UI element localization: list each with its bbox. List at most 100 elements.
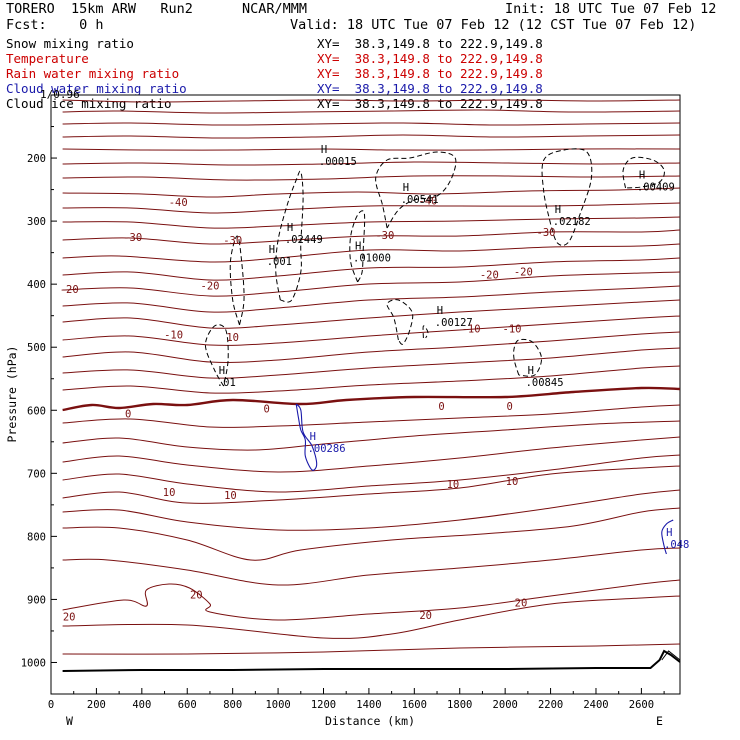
temperature-contours [62,99,681,655]
temperature-contour-line [62,643,681,655]
terrain [62,649,681,672]
temperature-contour-line [62,134,681,139]
temperature-contour-line [62,229,681,245]
snow-contour-line [541,148,593,246]
temperature-label: 10 [506,476,519,488]
temperature-label: 20 [419,610,432,622]
forecast-hour: Fcst: 0 h [6,17,104,33]
temperature-contour-line [62,489,681,531]
temperature-label: -20 [514,267,533,279]
x-tick-label: 2000 [493,699,518,711]
x-tick-label: 800 [223,699,242,711]
maximum-marker-h: H [528,365,534,377]
x-tick-label: 1600 [402,699,427,711]
temperature-label: -30 [537,227,556,239]
x-tick-label: 1800 [447,699,472,711]
temperature-label: 20 [515,598,528,610]
scale-corner-label: 1/0.96 [40,88,80,101]
maximum-marker-h: H [555,204,561,216]
temperature-contour-line [62,285,681,313]
maximum-marker-h: H [321,144,327,156]
maximum-marker-h: H [269,244,275,256]
snow-contour-line [622,156,665,189]
temperature-label: 20 [190,589,203,601]
temperature-contour-line [62,547,681,586]
y-tick-label: 900 [27,594,46,606]
maximum-marker-h: H [219,365,225,377]
temperature-contour-line [62,243,681,263]
y-axis-title: Pressure (hPa) [5,346,19,443]
temperature-label: -10 [164,330,183,342]
maximum-value-label: .01 [217,377,236,389]
maximum-marker-h: H [666,527,672,539]
maximum-value-label: .02449 [285,234,323,246]
temperature-contour-line [62,122,681,126]
temperature-contour-line [62,99,681,103]
x-axis-title: Distance (km) [325,714,415,728]
temperature-label: -10 [503,323,522,335]
maximum-marker-h: H [403,182,409,194]
temperature-contour-line [62,299,681,329]
temperature-label: 10 [226,332,239,344]
temperature-contour-line [62,579,681,621]
x-tick-label: 600 [178,699,197,711]
temperature-contour-line [62,347,681,379]
west-end-label: W [66,714,73,728]
temperature-label: -20 [480,270,499,282]
east-end-label: E [656,714,663,728]
x-tick-label: 2200 [538,699,563,711]
temperature-contour-line [62,148,681,151]
temperature-contour-line [62,257,681,281]
maximum-value-label: .01000 [353,253,391,265]
temperature-contour-line [62,161,681,166]
temperature-label: 10 [447,479,460,491]
temperature-label: 10 [224,490,237,502]
maximum-value-label: .001 [267,256,292,268]
temperature-contour-line [62,187,681,198]
x-tick-label: 2600 [629,699,654,711]
organization: NCAR/MMM [242,1,308,17]
snow-contours [204,148,665,387]
temperature-contour-line [62,507,681,561]
maximum-value-label: .00286 [308,443,346,455]
maximum-value-label: .00845 [526,377,564,389]
temperature-label: 0 [507,401,513,413]
y-tick-label: 300 [27,216,46,228]
maximum-marker-h: H [355,241,361,253]
temperature-label: -30 [375,230,394,242]
temperature-contour-line [62,331,681,363]
snow-contour-line [375,151,457,229]
cloud-water-contours [295,403,674,555]
y-tick-label: 800 [27,531,46,543]
temperature-label: 10 [163,487,176,499]
snow-contour-line [386,299,414,345]
maximum-marker-h: H [287,222,293,234]
temperature-contour-line [62,365,681,394]
cloud-water-contour-line [295,403,318,471]
maximum-value-label: .00409 [637,181,675,193]
snow-contour-line [513,338,543,377]
field-xy-range: XY= 38.3,149.8 to 222.9,149.8 [317,36,543,51]
field-name: Snow mixing ratio [6,36,134,51]
maximum-marker-h: H [437,305,443,317]
temperature-contour-line [62,315,681,346]
y-tick-label: 400 [27,279,46,291]
contour-labels: -40 -40 -30 -30 -30 -30 -20 -20 -20 -20 -10 -10 -10 1… [60,144,690,623]
x-tick-label: 2400 [583,699,608,711]
field-xy-range: XY= 38.3,149.8 to 222.9,149.8 [317,81,543,96]
snow-contour-line [229,235,245,326]
snow-contour-line [349,210,366,283]
x-tick-label: 0 [48,699,54,711]
temperature-contour-line [62,175,681,181]
field-name: Cloud water mixing ratio [6,81,187,96]
maximum-value-label: .00015 [319,156,357,168]
cloud-water-contour-line [661,519,674,555]
x-tick-label: 1400 [356,699,381,711]
temperature-contour-line [62,420,681,451]
x-tick-label: 400 [132,699,151,711]
y-tick-label: 200 [27,153,46,165]
y-tick-label: 1000 [21,658,46,670]
snow-contour-line [204,324,229,387]
temperature-contour-line [62,454,681,493]
temperature-contour-line [62,465,681,504]
